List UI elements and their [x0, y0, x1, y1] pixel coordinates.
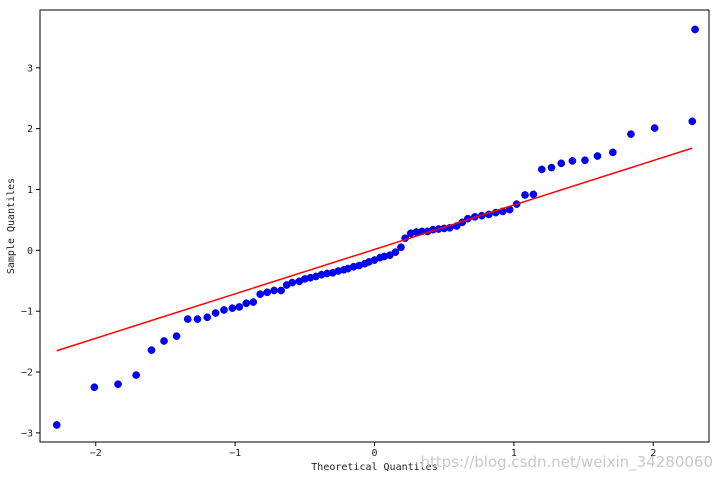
x-tick-label: −2 — [90, 448, 102, 459]
data-point — [193, 315, 202, 323]
reference-line-layer — [56, 147, 693, 352]
y-tick-label: 2 — [27, 124, 33, 135]
reference-line — [56, 147, 693, 352]
y-axis-label: Sample Quantiles — [6, 178, 17, 274]
axes-frame-rect — [39, 9, 710, 443]
data-point — [90, 383, 99, 392]
data-point — [220, 306, 228, 314]
data-point — [650, 124, 659, 132]
data-point — [228, 304, 237, 312]
axes-frame — [39, 9, 710, 443]
data-point — [52, 421, 61, 429]
data-point — [521, 191, 529, 199]
data-point — [397, 243, 405, 252]
data-point — [627, 130, 635, 138]
data-point — [277, 286, 285, 295]
data-point — [529, 190, 538, 199]
data-point — [160, 337, 168, 345]
data-point — [537, 165, 546, 174]
data-point — [242, 299, 251, 308]
y-tick-label: −2 — [21, 368, 33, 379]
ticks-layer: −2 −1 0 1 2 −3 −2 −1 0 1 2 3 — [21, 63, 656, 459]
data-point — [211, 309, 220, 317]
data-point — [557, 159, 566, 168]
data-point — [114, 380, 122, 389]
x-tick-label: −1 — [229, 448, 241, 459]
data-point — [270, 286, 278, 295]
data-point — [256, 290, 265, 298]
x-tick-label: 1 — [511, 448, 517, 459]
data-point — [172, 332, 181, 340]
data-point — [288, 278, 297, 287]
data-point — [391, 248, 400, 257]
data-point — [547, 163, 556, 172]
y-tick-label: −3 — [21, 428, 33, 439]
data-point — [593, 152, 602, 160]
data-point — [568, 157, 577, 165]
data-point — [691, 25, 699, 34]
x-tick-label: 2 — [650, 448, 656, 459]
x-axis-label: Theoretical Quantiles — [311, 462, 437, 473]
data-point — [147, 346, 156, 354]
y-tick-label: 0 — [27, 246, 33, 257]
data-point — [235, 303, 244, 311]
x-tick-label: 0 — [371, 448, 377, 459]
data-point — [688, 117, 697, 126]
data-point — [263, 288, 272, 297]
data-point — [249, 298, 258, 306]
data-point — [581, 156, 589, 165]
data-point — [183, 315, 192, 323]
y-tick-label: 3 — [27, 63, 33, 74]
points-layer — [52, 25, 699, 429]
data-point — [132, 371, 141, 379]
watermark: https://blog.csdn.net/weixin_34280060 — [420, 453, 713, 471]
data-point — [203, 313, 212, 322]
data-point — [608, 148, 617, 157]
y-tick-label: 1 — [27, 185, 33, 196]
y-tick-label: −1 — [21, 307, 33, 318]
